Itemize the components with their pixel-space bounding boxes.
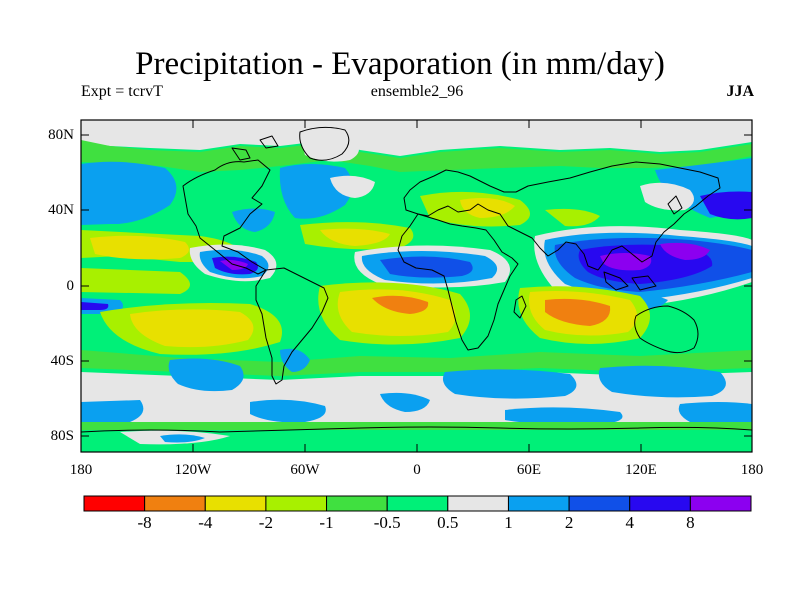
colorbar-swatch bbox=[144, 495, 206, 512]
colorbar-swatch bbox=[83, 495, 146, 512]
colorbar-label: 4 bbox=[625, 513, 634, 532]
coastlines bbox=[81, 126, 752, 433]
lon-label-120w: 120W bbox=[174, 462, 212, 478]
colorbar-swatch bbox=[507, 495, 570, 512]
lon-label-0: 0 bbox=[413, 462, 421, 478]
lat-label-80s: 80S bbox=[50, 428, 74, 444]
colorbar-label: 0.5 bbox=[437, 513, 459, 532]
lon-label-60w: 60W bbox=[290, 462, 320, 478]
colorbar-label: 1 bbox=[504, 513, 513, 532]
season-label: JJA bbox=[726, 83, 754, 100]
colorbar-label: -4 bbox=[198, 513, 213, 532]
lat-label-40s: 40S bbox=[50, 353, 74, 369]
colorbar-swatch bbox=[447, 495, 509, 512]
colorbar-swatch bbox=[204, 495, 267, 512]
colorbar-swatch bbox=[386, 495, 449, 512]
colorbar-swatch bbox=[568, 495, 631, 512]
colorbar-label: 2 bbox=[564, 513, 574, 532]
page-title: Precipitation - Evaporation (in mm/day) bbox=[135, 46, 665, 82]
lon-label-60e: 60E bbox=[516, 462, 542, 478]
lon-label-120e: 120E bbox=[625, 462, 657, 478]
lat-label-40n: 40N bbox=[48, 202, 74, 218]
experiment-label: Expt = tcrvT bbox=[81, 83, 163, 100]
colorbar-swatch bbox=[326, 495, 388, 512]
lat-label-0: 0 bbox=[66, 278, 75, 294]
axis-ticks bbox=[80, 120, 753, 452]
colorbar-swatch bbox=[689, 495, 752, 512]
colorbar-label: -0.5 bbox=[373, 513, 401, 532]
colorbar-label: -2 bbox=[258, 513, 273, 532]
contour-fills bbox=[81, 120, 752, 452]
ensemble-label: ensemble2_96 bbox=[370, 83, 464, 100]
lon-label-180w: 180 bbox=[69, 462, 93, 478]
colorbar-swatch bbox=[629, 495, 691, 512]
lat-label-80n: 80N bbox=[48, 127, 74, 143]
colorbar-label: -1 bbox=[319, 513, 334, 532]
colorbar-label: -8 bbox=[137, 513, 152, 532]
colorbar-swatch bbox=[265, 495, 328, 512]
field-layer bbox=[81, 120, 752, 452]
lon-label-180e: 180 bbox=[740, 462, 764, 478]
colorbar-label: 8 bbox=[686, 513, 695, 532]
